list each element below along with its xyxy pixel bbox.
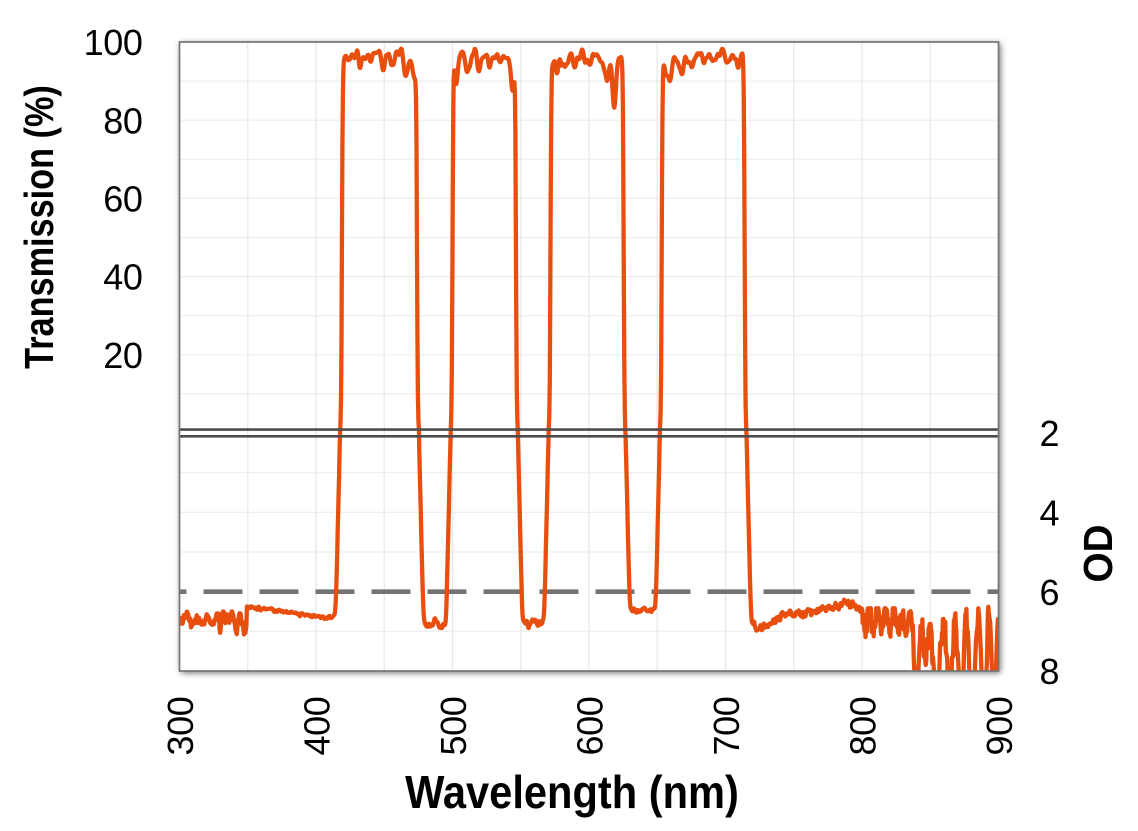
svg-text:800: 800 bbox=[843, 697, 884, 756]
svg-text:600: 600 bbox=[570, 697, 611, 756]
svg-text:80: 80 bbox=[103, 100, 142, 141]
svg-text:OD: OD bbox=[1076, 525, 1121, 583]
svg-text:400: 400 bbox=[297, 697, 338, 756]
svg-text:2: 2 bbox=[1040, 413, 1060, 454]
svg-text:900: 900 bbox=[979, 697, 1020, 756]
svg-text:8: 8 bbox=[1040, 651, 1060, 692]
svg-text:4: 4 bbox=[1040, 492, 1060, 533]
svg-text:60: 60 bbox=[103, 179, 142, 220]
svg-text:Wavelength (nm): Wavelength (nm) bbox=[405, 767, 739, 818]
svg-text:100: 100 bbox=[84, 22, 143, 63]
svg-text:500: 500 bbox=[433, 697, 474, 756]
svg-text:Transmission (%): Transmission (%) bbox=[17, 85, 63, 369]
svg-text:700: 700 bbox=[706, 697, 747, 756]
svg-text:6: 6 bbox=[1040, 572, 1060, 613]
svg-text:300: 300 bbox=[160, 697, 201, 756]
svg-text:40: 40 bbox=[103, 257, 142, 298]
svg-text:20: 20 bbox=[103, 335, 142, 376]
